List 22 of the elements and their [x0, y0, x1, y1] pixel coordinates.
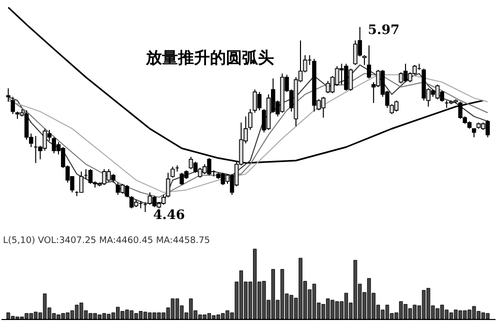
annotation: 5.97 [368, 23, 400, 38]
candlestick [24, 110, 29, 140]
text: L(5,10) VOL:3407.25 MA:4460.45 MA:4458.75 [3, 236, 210, 246]
candlestick [403, 63, 408, 83]
candlestick [188, 156, 194, 170]
annotation: 放量推升的圆弧头 [145, 48, 274, 67]
candlestick [326, 80, 330, 94]
candlestick [129, 196, 134, 209]
candlestick [366, 44, 372, 79]
candlestick [362, 54, 367, 66]
candlestick [79, 171, 84, 193]
candlestick [170, 166, 175, 178]
candlestick [120, 183, 125, 194]
candlestick [52, 136, 56, 154]
candlestick [161, 194, 166, 206]
candlestick [166, 172, 170, 198]
candlestick [435, 84, 440, 100]
candlestick [124, 184, 130, 198]
candlestick [398, 72, 404, 84]
annotation: 4.46 [153, 208, 185, 223]
candlestick [193, 161, 198, 174]
candlestick [88, 168, 93, 184]
